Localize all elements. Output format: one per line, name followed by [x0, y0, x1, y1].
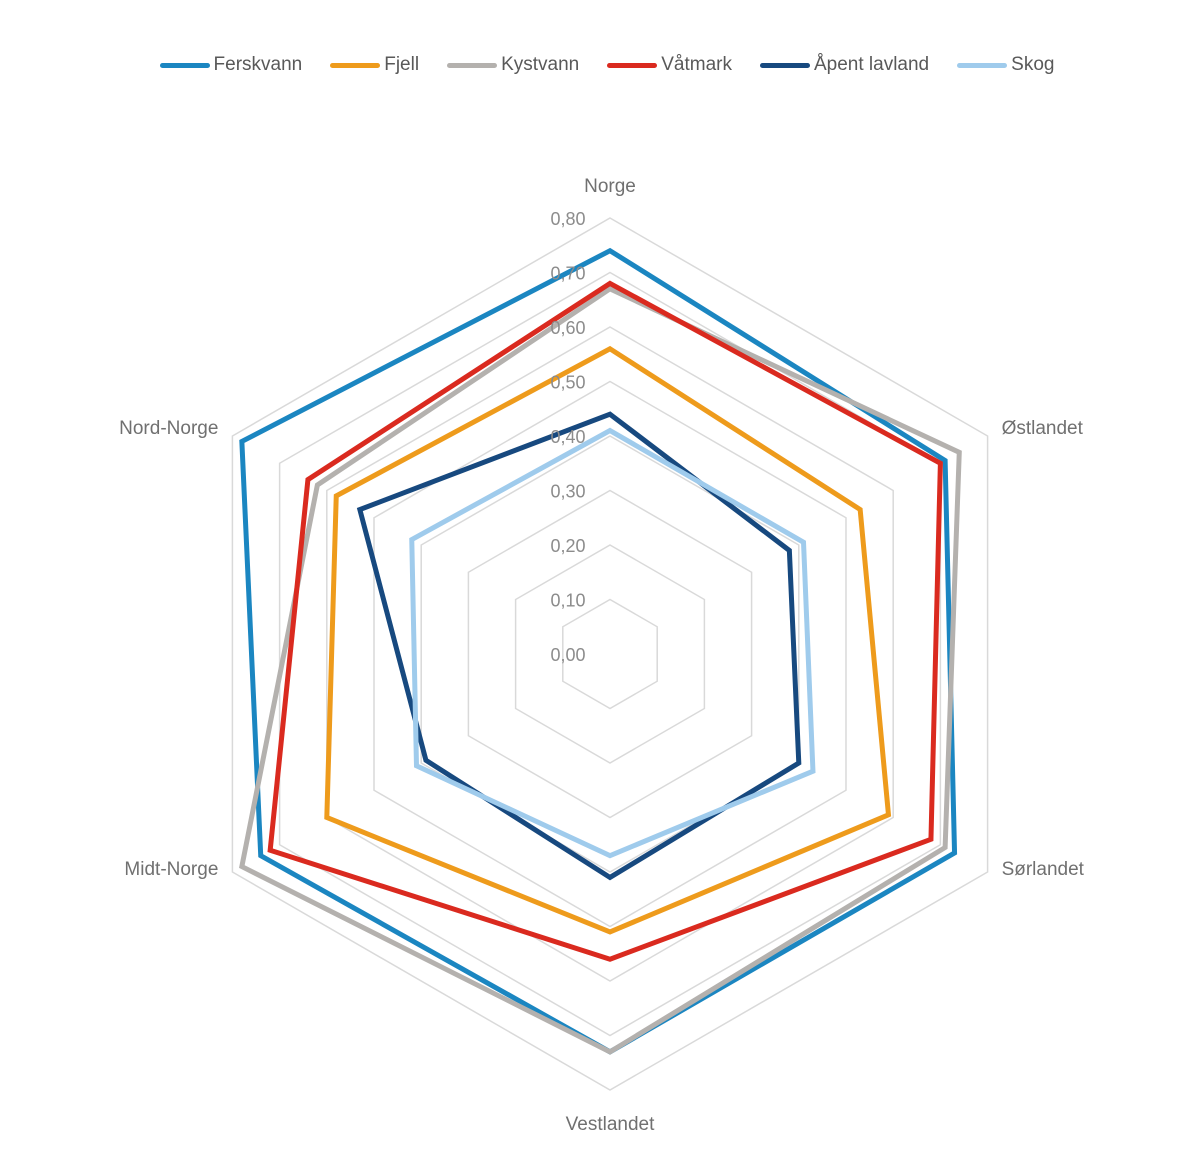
- grid-ring: [231, 217, 989, 1091]
- series-line-skog: [409, 427, 816, 859]
- legend-label: Åpent lavland: [813, 54, 930, 75]
- grid-ring: [514, 544, 706, 764]
- series-line-fjell: [324, 345, 892, 935]
- legend-label: Våtmark: [661, 54, 732, 75]
- grid-ring: [467, 489, 753, 819]
- series-line-våtmark: [267, 280, 943, 962]
- category-label: Sørlandet: [1002, 859, 1085, 880]
- legend-swatch: [759, 62, 810, 68]
- legend-swatch: [957, 62, 1008, 68]
- category-label: Norge: [584, 176, 636, 197]
- series-line-åpent-lavland: [356, 411, 802, 881]
- legend-label: Kystvann: [501, 54, 580, 75]
- legend-item: Kystvann: [447, 54, 579, 76]
- grid-ring: [373, 380, 847, 928]
- legend-label: Skog: [1011, 54, 1055, 75]
- tick-label: 0,40: [550, 427, 585, 447]
- tick-label: 0,00: [550, 645, 585, 665]
- tick-label: 0,70: [550, 264, 585, 284]
- category-label: Nord-Norge: [119, 418, 218, 439]
- tick-label: 0,20: [550, 536, 585, 556]
- tick-label: 0,10: [550, 591, 585, 611]
- grid-ring: [420, 435, 800, 873]
- tick-label: 0,60: [550, 318, 585, 338]
- grid-ring: [326, 326, 894, 982]
- category-label: Midt-Norge: [124, 859, 218, 880]
- category-label: Østlandet: [1002, 418, 1084, 439]
- category-label: Vestlandet: [566, 1114, 655, 1135]
- legend-item: Våtmark: [607, 54, 732, 76]
- legend-item: Åpent lavland: [759, 54, 930, 76]
- legend-swatch: [330, 62, 381, 68]
- tick-label: 0,30: [550, 482, 585, 502]
- series-line-kystvann: [239, 285, 962, 1055]
- legend-swatch: [447, 62, 498, 68]
- tick-label: 0,50: [550, 373, 585, 393]
- tick-label: 0,80: [550, 209, 585, 229]
- legend-label: Fjell: [384, 54, 420, 75]
- legend-item: Fjell: [330, 54, 419, 76]
- series-line-ferskvann: [239, 247, 958, 1055]
- legend-swatch: [159, 62, 210, 68]
- legend-label: Ferskvann: [213, 54, 303, 75]
- grid-ring: [562, 598, 658, 710]
- legend-item: Ferskvann: [159, 54, 303, 76]
- legend-swatch: [607, 62, 658, 68]
- legend-item: Skog: [957, 54, 1054, 76]
- chart-legend: Ferskvann Fjell Kystvann Våtmark Åpent lavla…: [0, 54, 1200, 76]
